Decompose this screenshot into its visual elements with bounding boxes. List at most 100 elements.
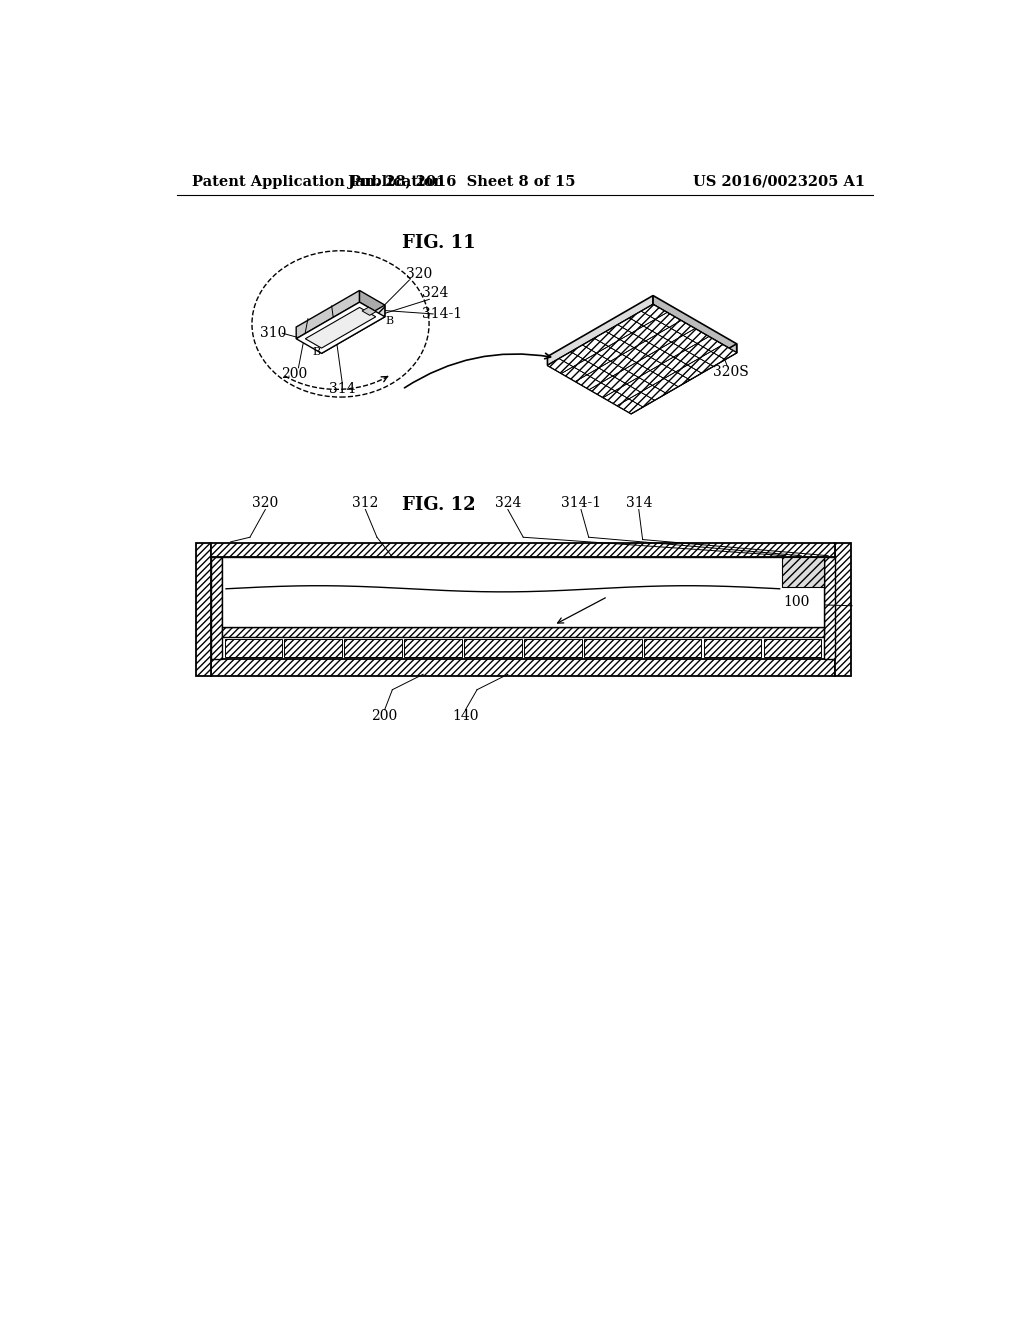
Text: FIG. 11: FIG. 11 [401,234,475,252]
Polygon shape [561,367,587,381]
Text: 200: 200 [281,367,307,381]
Polygon shape [362,308,376,315]
Polygon shape [641,385,667,400]
Polygon shape [625,363,650,378]
Polygon shape [824,557,836,659]
Polygon shape [641,305,667,319]
Text: 320S: 320S [714,364,749,379]
Polygon shape [196,544,211,676]
Polygon shape [627,378,652,392]
Text: Patent Application Publication: Patent Application Publication [193,174,444,189]
Polygon shape [603,391,629,405]
Polygon shape [617,399,643,413]
Polygon shape [559,352,585,367]
Polygon shape [657,327,683,342]
Polygon shape [638,371,665,385]
Polygon shape [464,639,521,657]
Polygon shape [630,312,655,326]
Polygon shape [782,557,824,586]
Polygon shape [655,313,681,327]
Polygon shape [594,331,621,346]
Polygon shape [224,639,282,657]
Polygon shape [610,354,636,370]
Text: 314: 314 [626,496,652,511]
Polygon shape [650,364,676,379]
Polygon shape [659,342,685,356]
Polygon shape [662,356,687,372]
Polygon shape [643,319,670,334]
Polygon shape [222,627,824,638]
Text: 324: 324 [495,496,521,511]
Polygon shape [612,370,638,384]
Polygon shape [211,659,836,676]
Polygon shape [584,639,641,657]
Polygon shape [585,354,610,368]
Polygon shape [699,351,725,366]
Polygon shape [652,379,678,393]
Polygon shape [648,348,674,364]
Polygon shape [597,346,623,362]
Polygon shape [583,338,608,354]
Polygon shape [575,375,601,389]
Polygon shape [636,355,662,371]
Polygon shape [589,383,615,397]
Polygon shape [305,308,376,348]
Polygon shape [615,384,641,399]
Polygon shape [322,305,385,354]
Polygon shape [670,321,695,335]
Polygon shape [629,392,654,407]
Polygon shape [617,318,643,333]
Text: 310: 310 [260,326,286,341]
Polygon shape [359,290,385,317]
Text: US 2016/0023205 A1: US 2016/0023205 A1 [692,174,865,189]
Polygon shape [697,337,723,351]
Polygon shape [687,358,713,374]
Text: 320: 320 [252,496,279,511]
Polygon shape [644,639,701,657]
Polygon shape [676,366,701,380]
Polygon shape [548,296,653,366]
Polygon shape [548,305,736,413]
Text: 324: 324 [422,286,447,300]
Text: 312: 312 [352,496,379,511]
Polygon shape [621,333,646,347]
Polygon shape [674,350,699,366]
Polygon shape [685,343,711,358]
Polygon shape [571,345,597,360]
Text: FIG. 12: FIG. 12 [401,496,475,513]
Polygon shape [632,326,657,341]
Polygon shape [711,345,736,359]
Polygon shape [683,329,709,343]
Text: Jan. 28, 2016  Sheet 8 of 15: Jan. 28, 2016 Sheet 8 of 15 [348,174,575,189]
Text: B: B [385,315,393,326]
Polygon shape [646,334,672,348]
Polygon shape [548,359,573,374]
Polygon shape [296,302,385,354]
Text: 314: 314 [329,383,355,396]
Polygon shape [587,368,612,383]
Text: 320: 320 [407,267,432,281]
Text: 200: 200 [372,709,397,723]
Polygon shape [404,639,462,657]
Polygon shape [285,639,342,657]
Polygon shape [524,639,582,657]
Polygon shape [653,296,736,352]
Text: 314-1: 314-1 [561,496,601,511]
Polygon shape [344,639,401,657]
Text: 100: 100 [783,595,810,609]
Polygon shape [296,290,359,339]
Polygon shape [211,557,222,659]
Polygon shape [222,557,824,627]
Polygon shape [672,335,697,350]
Polygon shape [623,347,648,363]
Polygon shape [573,360,599,375]
Polygon shape [836,544,851,676]
Polygon shape [608,339,634,354]
Polygon shape [665,372,690,387]
Polygon shape [211,544,836,557]
Polygon shape [764,639,821,657]
Polygon shape [631,343,736,413]
Text: 140: 140 [453,709,479,723]
Polygon shape [703,639,762,657]
Polygon shape [634,341,659,355]
